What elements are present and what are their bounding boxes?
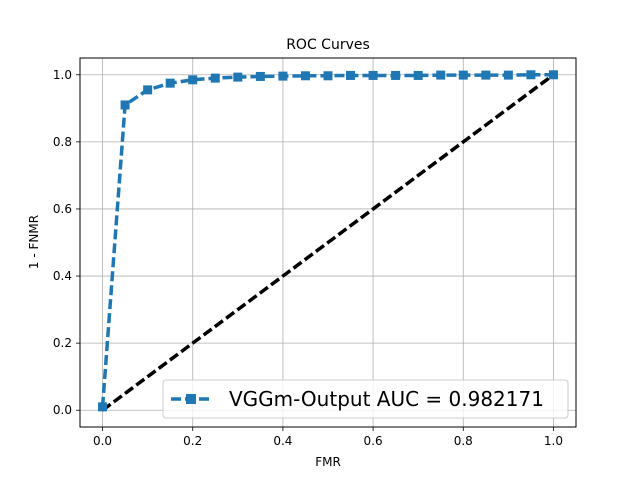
x-axis-title: FMR [315,455,341,469]
series-point [346,70,356,80]
series-point [368,70,378,80]
x-tick-label: 0.2 [183,434,202,448]
grid [80,58,576,427]
series-point [436,70,446,80]
x-tick-label: 0.8 [454,434,473,448]
series-point [548,70,558,80]
y-axis-title: 1 - FNMR [27,215,41,269]
series-point [210,73,220,83]
series-point [323,71,333,81]
x-tick-label: 0.4 [273,434,292,448]
series-point [233,72,243,82]
legend: VGGm-Output AUC = 0.982171 [162,379,569,419]
y-tick-label: 0.6 [53,202,72,216]
series-point [143,85,153,95]
chart-title: ROC Curves [286,37,370,53]
legend-frame [162,379,569,419]
reference-diagonal-line [101,73,555,412]
series-point [120,100,130,110]
series-point [165,78,175,88]
series-point [255,71,265,81]
series-layer [98,70,558,412]
x-tick-label: 0.6 [364,434,383,448]
series-point [391,70,401,80]
y-tick-label: 0.4 [53,269,72,283]
series-point [300,71,310,81]
x-tick-label: 0.0 [93,434,112,448]
y-tick-label: 0.2 [53,336,72,350]
series-point [458,70,468,80]
legend-label: VGGm-Output AUC = 0.982171 [229,387,544,411]
y-tick-label: 0.0 [53,403,72,417]
ticks: 0.0 0.2 0.4 0.6 0.8 1.0 0.0 0.2 0.4 0.6 0.8 1.0 [53,68,563,448]
series-point [481,70,491,80]
series-point [278,71,288,81]
plot-frame [79,57,577,428]
y-tick-label: 0.8 [53,135,72,149]
legend-marker-swatch [186,394,196,404]
y-tick-label: 1.0 [53,68,72,82]
series-point [188,75,198,85]
series-point [526,70,536,80]
x-tick-label: 1.0 [544,434,563,448]
series-point [98,402,108,412]
series-point [413,70,423,80]
series-point [503,70,513,80]
